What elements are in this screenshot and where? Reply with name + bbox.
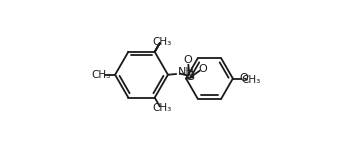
Text: CH₃: CH₃ [241,75,261,85]
Text: S: S [187,70,195,83]
Text: NH: NH [177,67,194,77]
Text: O: O [183,55,192,65]
Text: O: O [198,64,207,74]
Text: O: O [240,73,248,83]
Text: CH₃: CH₃ [152,103,171,112]
Text: CH₃: CH₃ [91,70,111,80]
Text: CH₃: CH₃ [152,37,171,47]
